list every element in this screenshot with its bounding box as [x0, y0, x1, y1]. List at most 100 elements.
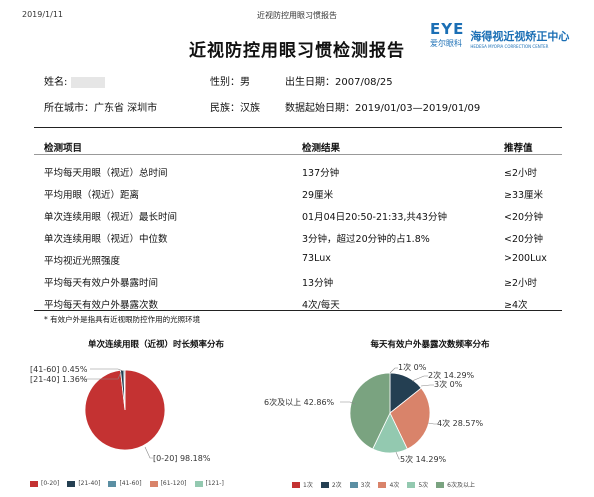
legend-label: [61-120] [160, 480, 187, 487]
legend-item: 5次 [407, 480, 428, 489]
slice-label: 4次 28.57% [437, 418, 484, 428]
logo-mark: EYE [430, 20, 465, 38]
legend-label: 6次及以上 [447, 482, 475, 489]
legend-item: 4次 [378, 480, 399, 489]
data-date-range: 数据起始日期：2019/01/03—2019/01/09 [285, 103, 481, 114]
slice-label: 5次 14.29% [400, 454, 447, 464]
table-cell: 平均每天用眼（视近）总时间 [44, 168, 168, 179]
table-cell: 平均视近光照强度 [44, 256, 121, 267]
legend-swatch [378, 481, 387, 488]
legend-item: 3次 [349, 480, 371, 489]
table-cell: 73Lux [302, 253, 331, 264]
table-cell: 29厘米 [302, 190, 334, 201]
table-cell: ≥33厘米 [504, 190, 544, 201]
header-recommended: 推荐值 [504, 143, 533, 154]
legend-item: 1次 [292, 480, 313, 489]
legend-swatch [108, 480, 117, 487]
city: 所在城市：广东省 深圳市 [44, 103, 158, 114]
label-leader-line [389, 367, 398, 374]
legend-swatch [407, 481, 416, 488]
pie-slice [389, 372, 422, 414]
header-result: 检测结果 [302, 143, 341, 154]
legend-swatch [349, 481, 358, 488]
legend-label: 2次 [331, 482, 342, 489]
table-cell: 平均每天有效户外暴露时间 [44, 278, 159, 289]
logo-center-name: 海得视近视矫正中心 [470, 30, 570, 43]
pie-slice [123, 369, 126, 411]
table-cell: 平均每天有效户外暴露次数 [44, 300, 159, 311]
report-title: 近视防控用眼习惯检测报告 [189, 41, 405, 61]
table-cell: 单次连续用眼（视近）最长时间 [44, 212, 178, 223]
label-leader-line [80, 371, 122, 380]
chart-2-title: 每天有效户外暴露次数频率分布 [370, 340, 490, 350]
slice-label: [41-60] 0.45% [30, 365, 88, 374]
legend-label: 4次 [389, 482, 400, 489]
logo-brand: 爱尔眼科 [430, 39, 462, 48]
table-header-rule [34, 154, 562, 155]
header-item: 检测项目 [44, 143, 83, 154]
chart-2-legend: 1次 2次 3次 4次 5次 6次及以上 [292, 480, 483, 489]
footnote: * 有效户外是指具有近视眼防控作用的光照环境 [44, 315, 201, 324]
legend-item: 2次 [320, 480, 342, 489]
table-cell: 13分钟 [302, 278, 334, 289]
patient-name: 姓名: [44, 73, 105, 88]
legend-item: [121-] [194, 480, 224, 487]
pie-slice [120, 369, 126, 411]
table-cell: 3分钟，超过20分钟的占1.8% [302, 234, 430, 245]
ethnicity: 民族：汉族 [210, 103, 260, 114]
legend-label: 5次 [418, 482, 429, 489]
legend-swatch [149, 480, 158, 487]
label-leader-line [90, 368, 124, 372]
legend-item: [41-60] [108, 480, 142, 487]
clinic-logo: EYE 爱尔眼科 海得视近视矫正中心 HEDESA MYOPIA CORRECT… [430, 20, 569, 49]
birth-date: 出生日期：2007/08/25 [285, 77, 393, 88]
legend-swatch [30, 480, 38, 487]
slice-label: 1次 0% [398, 362, 427, 372]
label-leader-line [427, 422, 437, 425]
logo-center-english: HEDESA MYOPIA CORRECTION CENTER [470, 44, 549, 49]
chart-1-title: 单次连续用眼（近视）时长频率分布 [87, 340, 224, 350]
slice-label: 2次 14.29% [428, 370, 475, 380]
pie-slice [349, 372, 391, 450]
slice-label: [21-40] 1.36% [30, 375, 88, 384]
label-leader-line [144, 446, 153, 459]
table-cell: <20分钟 [504, 234, 544, 245]
table-cell: ≤2小时 [504, 168, 538, 179]
legend-label: [21-40] [78, 480, 101, 487]
legend-swatch [436, 481, 445, 488]
legend-label: 3次 [360, 482, 371, 489]
legend-item: 6次及以上 [436, 480, 475, 489]
chart-1-legend: [0-20] [21-40] [41-60] [61-120] [121-] [30, 480, 232, 487]
label-leader-line [420, 384, 434, 387]
table-cell: 平均用眼（视近）距离 [44, 190, 140, 201]
legend-swatch [320, 481, 329, 488]
gender: 性别：男 [210, 77, 250, 88]
label-leader-line [340, 401, 356, 405]
legend-label: [41-60] [119, 480, 142, 487]
pie-slice [372, 412, 408, 454]
table-top-rule [34, 127, 562, 128]
legend-label: [121-] [205, 480, 224, 487]
legend-swatch [292, 481, 300, 488]
legend-swatch [67, 480, 76, 487]
slice-label: 3次 0% [434, 379, 463, 389]
table-cell: 单次连续用眼（视近）中位数 [44, 234, 168, 245]
pie-slice [84, 369, 166, 451]
table-cell: 4次/每天 [302, 300, 340, 311]
table-cell: 137分钟 [302, 168, 340, 179]
table-bottom-rule [34, 310, 562, 311]
print-date: 2019/1/11 [22, 10, 64, 19]
legend-swatch [194, 480, 203, 487]
legend-label: [0-20] [41, 480, 60, 487]
slice-label: 6次及以上 42.86% [264, 397, 335, 407]
name-label: 姓名: [44, 77, 68, 88]
legend-item: [0-20] [30, 480, 59, 487]
pie-slice [389, 387, 431, 450]
legend-item: [21-40] [67, 480, 100, 487]
table-cell: <20分钟 [504, 212, 544, 223]
print-doc-title: 近视防控用眼习惯报告 [257, 11, 337, 20]
redacted-name [70, 76, 105, 88]
table-cell: >200Lux [504, 253, 547, 264]
legend-label: 1次 [303, 482, 313, 489]
slice-label: [0-20] 98.18% [153, 454, 211, 463]
